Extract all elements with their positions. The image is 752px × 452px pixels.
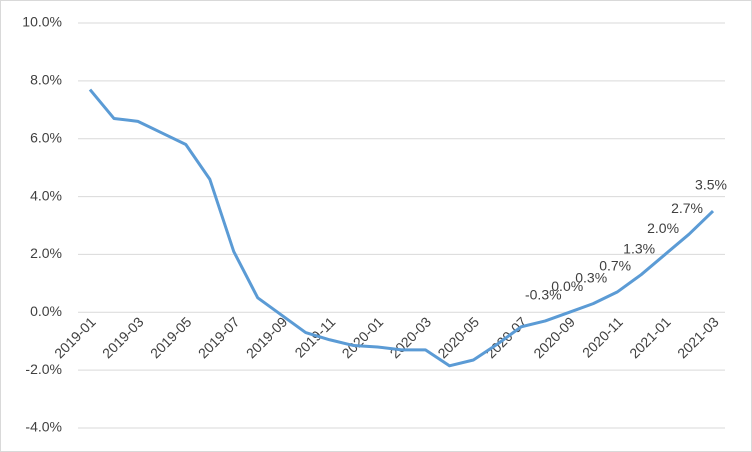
y-tick-label: 0.0% bbox=[30, 303, 62, 319]
data-label: 0.3% bbox=[575, 269, 607, 285]
data-line bbox=[88, 88, 715, 368]
data-label: 2.0% bbox=[647, 220, 679, 236]
data-label: 1.3% bbox=[623, 240, 655, 256]
y-tick-label: -4.0% bbox=[25, 419, 62, 435]
y-tick-label: 6.0% bbox=[30, 129, 62, 145]
data-label: -0.3% bbox=[525, 287, 562, 303]
y-tick-label: -2.0% bbox=[25, 361, 62, 377]
y-tick-label: 2.0% bbox=[30, 245, 62, 261]
data-label: 3.5% bbox=[695, 177, 727, 193]
y-tick-label: 8.0% bbox=[30, 72, 62, 88]
data-label: 2.7% bbox=[671, 200, 703, 216]
data-label: 0.7% bbox=[599, 258, 631, 274]
data-label: 0.0% bbox=[551, 278, 583, 294]
y-tick-label: 10.0% bbox=[22, 14, 62, 30]
y-tick-label: 4.0% bbox=[30, 187, 62, 203]
